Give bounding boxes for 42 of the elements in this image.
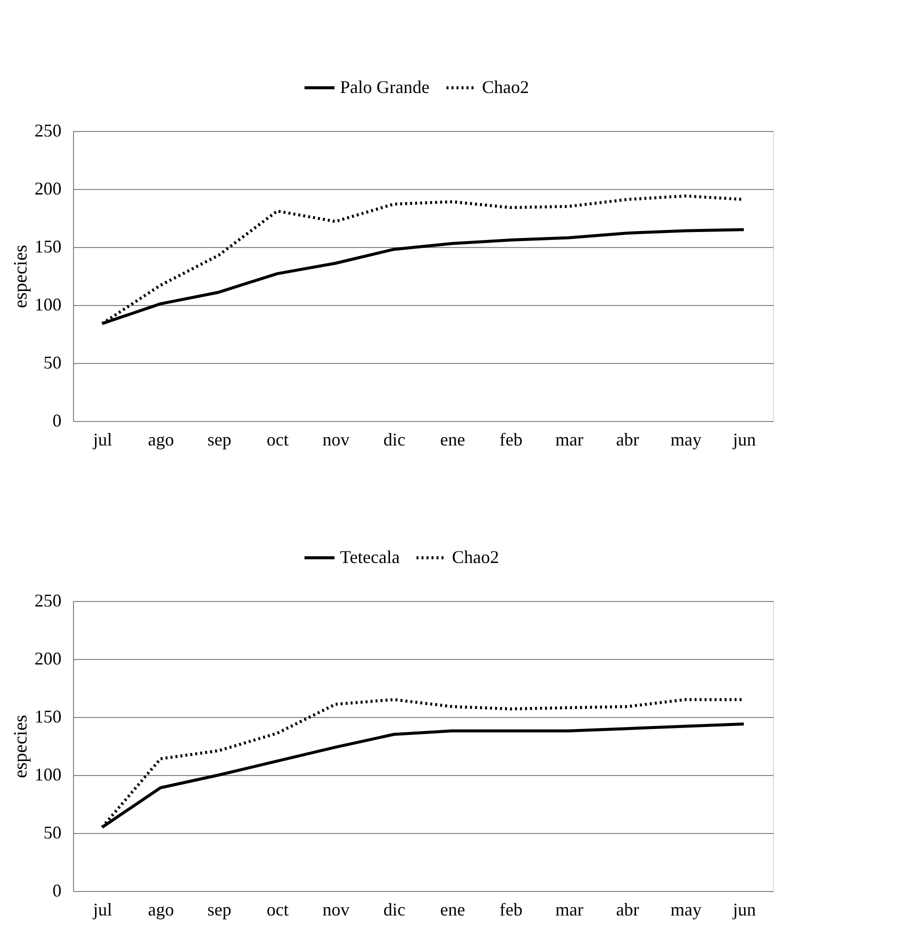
x-tick-label: ene — [440, 430, 466, 450]
x-tick-label: feb — [500, 900, 522, 920]
y-tick-label: 50 — [44, 822, 62, 842]
y-tick-label: 250 — [34, 120, 62, 140]
x-tick-label: jun — [732, 900, 756, 920]
x-tick-label: jul — [92, 430, 112, 450]
y-tick-label: 50 — [44, 352, 62, 372]
y-tick-label: 0 — [52, 880, 62, 900]
x-tick-label: may — [670, 430, 702, 450]
y-tick-label: 0 — [52, 410, 62, 430]
x-tick-label: nov — [322, 430, 350, 450]
x-tick-label: sep — [207, 900, 232, 920]
y-axis-title: especies — [10, 714, 32, 778]
x-tick-label: nov — [322, 900, 350, 920]
x-tick-label: jul — [92, 900, 112, 920]
y-tick-label: 100 — [34, 294, 62, 314]
x-tick-label: ago — [148, 900, 174, 920]
x-tick-label: abr — [616, 900, 640, 920]
legend-label: Chao2 — [482, 76, 529, 97]
x-tick-label: may — [670, 900, 702, 920]
legend-label: Tetecala — [340, 546, 400, 567]
y-tick-label: 200 — [34, 178, 62, 198]
x-tick-label: abr — [616, 430, 640, 450]
y-tick-label: 200 — [34, 648, 62, 668]
legend-label: Chao2 — [452, 546, 499, 567]
x-tick-label: jun — [732, 430, 756, 450]
x-tick-label: oct — [266, 900, 289, 920]
x-tick-label: dic — [383, 430, 406, 450]
x-tick-label: mar — [555, 430, 584, 450]
legend-label: Palo Grande — [340, 76, 430, 97]
x-tick-label: sep — [207, 430, 232, 450]
x-tick-label: ene — [440, 900, 466, 920]
y-tick-label: 100 — [34, 764, 62, 784]
y-axis-title: especies — [10, 244, 32, 308]
x-tick-label: mar — [555, 900, 584, 920]
x-tick-label: ago — [148, 430, 174, 450]
y-tick-label: 150 — [34, 236, 62, 256]
x-tick-label: feb — [500, 430, 522, 450]
x-tick-label: oct — [266, 430, 289, 450]
y-tick-label: 150 — [34, 706, 62, 726]
x-tick-label: dic — [383, 900, 406, 920]
y-tick-label: 250 — [34, 590, 62, 610]
